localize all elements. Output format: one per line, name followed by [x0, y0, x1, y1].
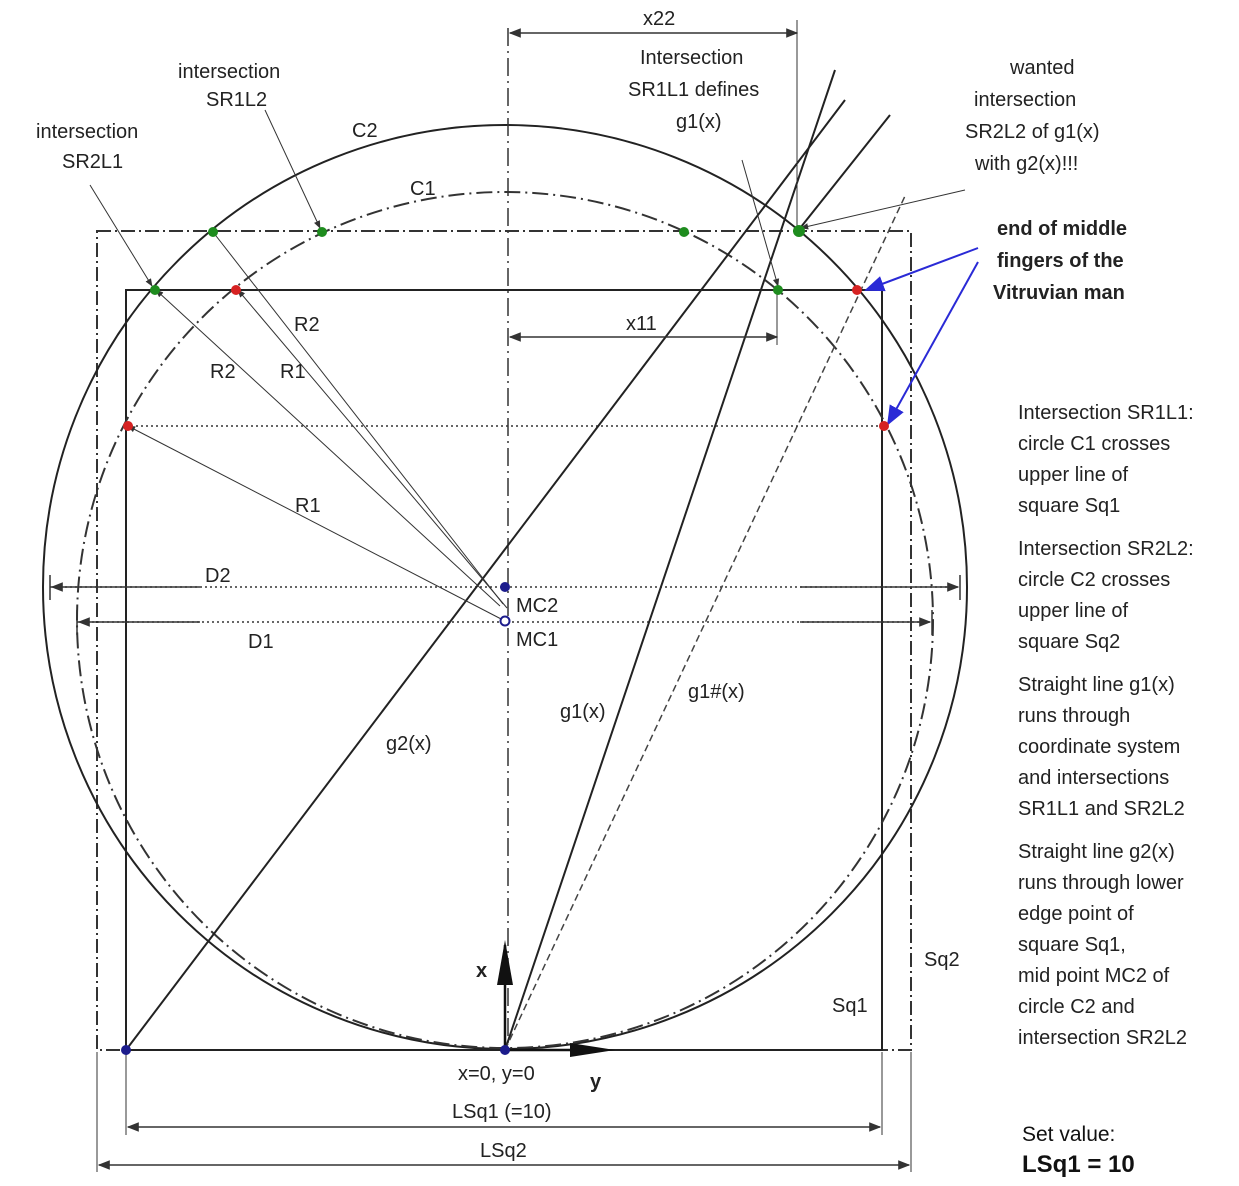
point-red-upper-right: [852, 285, 862, 295]
point-mc2: [500, 582, 510, 592]
label-d1: D1: [248, 631, 274, 653]
point-red-mid-left: [123, 421, 133, 431]
label-d2: D2: [205, 565, 231, 587]
explanation-notes: Intersection SR1L1: circle C1 crosses up…: [1018, 398, 1233, 1066]
point-origin: [500, 1045, 510, 1055]
label-wanted-3: SR2L2 of g1(x): [965, 121, 1100, 143]
label-end-3: Vitruvian man: [993, 282, 1125, 304]
radius-r2-upper: [212, 231, 504, 605]
label-wanted-1: wanted: [1009, 57, 1075, 79]
label-inter-r2l1-2: SR2L1: [62, 151, 123, 173]
pointer-arrow-upper: [864, 247, 979, 292]
point-mc1: [499, 615, 511, 627]
label-r1-a: R1: [280, 361, 306, 383]
point-red-upper-left: [231, 285, 241, 295]
label-inter-r1l1-1: Intersection: [640, 47, 743, 69]
label-g1: g1(x): [560, 701, 606, 723]
line-upper-ray: [796, 114, 891, 233]
pointer-arrow-lower: [887, 261, 979, 426]
label-end-2: fingers of the: [997, 250, 1124, 272]
label-origin: x=0, y=0: [458, 1063, 535, 1085]
radius-r1-lower: [127, 425, 506, 622]
label-r2-a: R2: [294, 314, 320, 336]
note-sr1l1: Intersection SR1L1: circle C1 crosses up…: [1018, 402, 1194, 517]
label-r1-b: R1: [295, 495, 321, 517]
label-sq1: Sq1: [832, 995, 868, 1017]
point-sr1l2: [317, 227, 327, 237]
label-x22: x22: [643, 8, 675, 30]
leader-sr1l1: [741, 159, 780, 287]
axis-x-arrowhead: [497, 940, 513, 985]
label-sq2: Sq2: [924, 949, 960, 971]
leader-sr2l2: [800, 189, 966, 230]
axis-y-arrowhead: [570, 1043, 615, 1057]
note-g1: Straight line g1(x) runs through coordin…: [1018, 674, 1185, 820]
blue-points: [121, 582, 511, 1055]
square-sq1: [125, 289, 883, 1051]
label-inter-r1l1-3: g1(x): [676, 111, 722, 133]
radius-r1-upper: [237, 289, 508, 609]
label-lsq1: LSq1 (=10): [452, 1101, 552, 1123]
label-r2-b: R2: [210, 361, 236, 383]
point-red-mid-right: [879, 421, 889, 431]
radius-r2-lower: [155, 289, 501, 607]
point-c2-sq2-left: [208, 227, 218, 237]
label-end-1: end of middle: [997, 218, 1127, 240]
set-value-label: Set value:: [1022, 1123, 1116, 1146]
line-g1: [504, 69, 836, 1051]
label-c2: C2: [352, 120, 378, 142]
set-value-box: Set value: LSq1 = 10: [1022, 1120, 1135, 1180]
point-sr1l1: [773, 285, 783, 295]
label-inter-r1l2-2: SR1L2: [206, 89, 267, 111]
label-mc2: MC2: [516, 595, 558, 617]
point-sr2l2: [793, 225, 805, 237]
point-sq1-lower-left: [121, 1045, 131, 1055]
label-inter-r1l2-1: intersection: [178, 61, 280, 83]
label-wanted-4: with g2(x)!!!: [974, 153, 1078, 175]
label-wanted-2: intersection: [974, 89, 1076, 111]
set-value-lsq1: LSq1 = 10: [1022, 1151, 1135, 1178]
green-points: [150, 225, 805, 295]
label-inter-r1l1-2: SR1L1 defines: [628, 79, 759, 101]
label-x11: x11: [626, 313, 657, 335]
leader-sr1l2: [264, 109, 321, 229]
label-c1: C1: [410, 178, 436, 200]
label-lsq2: LSq2: [480, 1140, 527, 1162]
red-points: [123, 285, 889, 431]
point-c1-sq2-right: [679, 227, 689, 237]
label-inter-r2l1-1: intersection: [36, 121, 138, 143]
point-sr2l1: [150, 285, 160, 295]
line-g2: [125, 99, 846, 1051]
leader-sr2l1: [89, 184, 153, 287]
note-g2: Straight line g2(x) runs through lower e…: [1018, 841, 1187, 1049]
label-axis-y: y: [590, 1071, 602, 1093]
label-g2: g2(x): [386, 733, 432, 755]
label-g1-hash: g1#(x): [688, 681, 745, 703]
note-sr2l2: Intersection SR2L2: circle C2 crosses up…: [1018, 538, 1194, 653]
label-axis-x: x: [476, 960, 487, 982]
label-mc1: MC1: [516, 629, 558, 651]
line-g1-hash: [504, 195, 906, 1051]
